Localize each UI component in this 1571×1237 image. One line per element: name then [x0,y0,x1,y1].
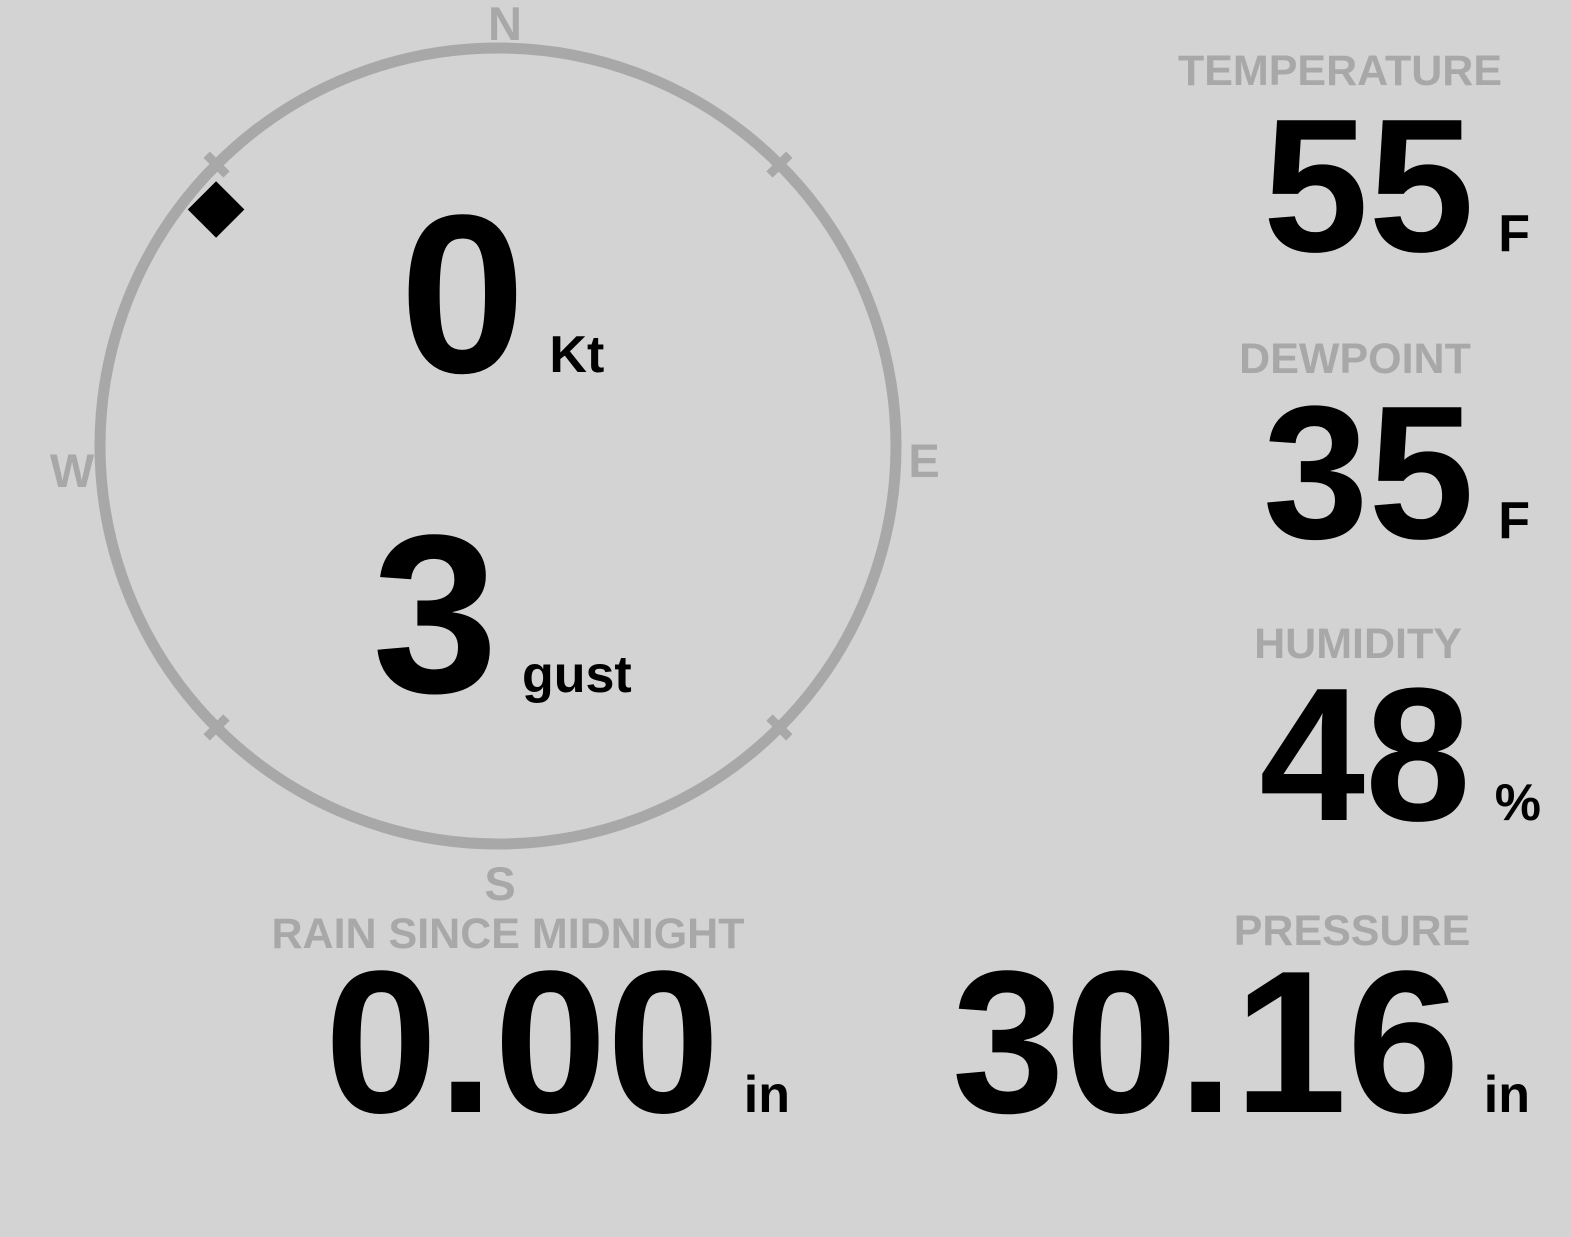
compass-circle [94,42,902,850]
rain-value: 0.00 [324,929,720,1156]
dewpoint-label: DEWPOINT [1239,335,1471,383]
humidity-unit: % [1494,774,1541,832]
pressure-value: 30.16 [951,929,1460,1156]
rain-value-row: 0.00 in [325,941,790,1144]
temperature-unit: F [1498,205,1530,263]
tick-southeast [766,714,793,741]
pressure-unit: in [1483,1066,1530,1124]
wind-speed: 0 Kt [400,181,605,407]
wind-gust: 3 gust [372,501,631,727]
compass-intercardinal-ticks [203,151,793,741]
humidity-value-row: 48 % [1259,660,1541,850]
wind-gust-value: 3 [372,487,498,740]
pressure-label: PRESSURE [1233,907,1471,955]
wind-gust-unit: gust [521,646,632,704]
temperature-value-row: 55 F [1263,91,1530,281]
dewpoint-unit: F [1498,492,1530,550]
wind-speed-unit: Kt [549,326,605,384]
temperature-value: 55 [1262,80,1475,292]
dewpoint-value-row: 35 F [1263,378,1530,568]
compass-label-west: W [49,444,95,497]
rain-label: RAIN SINCE MIDNIGHT [271,910,745,958]
tick-southwest [203,714,230,741]
compass-label-north: N [488,0,522,50]
temperature-label: TEMPERATURE [1177,47,1503,95]
wind-speed-value: 0 [399,167,526,420]
compass-label-south: S [484,857,516,910]
dewpoint-value: 35 [1262,367,1475,579]
pressure-value-row: 30.16 in [952,941,1530,1144]
tick-northwest [203,151,230,178]
compass-label-east: E [908,434,940,487]
humidity-label: HUMIDITY [1254,620,1462,668]
tick-northeast [766,151,793,178]
wind-direction-marker [187,181,245,238]
rain-unit: in [743,1066,790,1124]
humidity-value: 48 [1259,649,1471,861]
